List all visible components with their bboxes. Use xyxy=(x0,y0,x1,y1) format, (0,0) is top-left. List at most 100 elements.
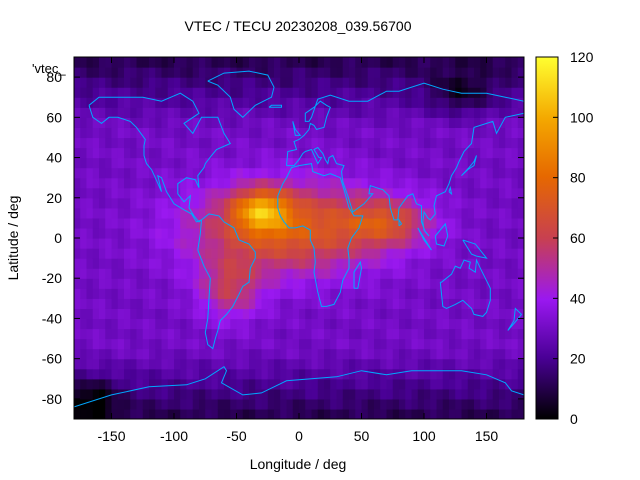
heatmap-cell xyxy=(111,77,119,88)
heatmap-cell xyxy=(342,338,350,350)
heatmap-cell xyxy=(386,318,394,330)
heatmap-cell xyxy=(442,318,450,330)
heatmap-cell xyxy=(274,248,281,259)
heatmap-cell xyxy=(361,328,369,340)
heatmap-cell xyxy=(211,318,219,330)
heatmap-cell xyxy=(349,87,356,98)
heatmap-cell xyxy=(299,368,306,380)
heatmap-cell xyxy=(117,358,125,370)
heatmap-cell xyxy=(136,278,144,289)
heatmap-cell xyxy=(274,268,281,279)
heatmap-cell xyxy=(311,278,319,289)
heatmap-cell xyxy=(486,197,494,209)
heatmap-cell xyxy=(199,77,206,88)
heatmap-cell xyxy=(92,238,100,249)
heatmap-cell xyxy=(286,408,294,419)
heatmap-cell xyxy=(161,348,169,360)
heatmap-cell xyxy=(205,217,213,229)
heatmap-cell xyxy=(392,308,400,320)
heatmap-cell xyxy=(99,157,106,169)
heatmap-cell xyxy=(461,77,469,88)
heatmap-cell xyxy=(80,157,88,169)
heatmap-cell xyxy=(511,187,519,199)
heatmap-cell xyxy=(399,278,406,289)
heatmap-cell xyxy=(367,348,375,360)
heatmap-cell xyxy=(424,318,431,330)
heatmap-cell xyxy=(161,378,169,390)
heatmap-cell xyxy=(411,147,419,159)
heatmap-cell xyxy=(417,348,425,360)
heatmap-cell xyxy=(236,318,244,330)
heatmap-cell xyxy=(361,398,369,410)
heatmap-cell xyxy=(142,318,150,330)
heatmap-cell xyxy=(492,398,500,410)
heatmap-cell xyxy=(255,238,263,249)
heatmap-cell xyxy=(455,147,463,159)
heatmap-cell xyxy=(217,328,225,340)
heatmap-cell xyxy=(311,368,319,380)
heatmap-cell xyxy=(86,338,94,350)
heatmap-cell xyxy=(411,238,419,249)
y-tick-label: 0 xyxy=(54,230,62,246)
heatmap-cell xyxy=(255,127,263,139)
heatmap-cell xyxy=(317,137,325,149)
heatmap-cell xyxy=(217,298,225,309)
heatmap-cell xyxy=(255,67,263,78)
heatmap-cell xyxy=(305,67,313,78)
heatmap-cell xyxy=(167,258,175,269)
heatmap-cell xyxy=(149,57,156,68)
heatmap-cell xyxy=(492,368,500,380)
heatmap-cell xyxy=(117,167,125,179)
heatmap-cell xyxy=(161,227,169,239)
heatmap-cell xyxy=(286,217,294,229)
heatmap-cell xyxy=(180,157,188,169)
heatmap-cell xyxy=(255,318,263,330)
heatmap-cell xyxy=(99,348,106,360)
heatmap-cell xyxy=(217,177,225,189)
x-tick-label: 50 xyxy=(354,428,370,444)
heatmap-cell xyxy=(467,157,475,169)
heatmap-cell xyxy=(499,298,506,309)
heatmap-cell xyxy=(467,268,475,279)
heatmap-cell xyxy=(149,248,156,259)
heatmap-cell xyxy=(342,167,350,179)
heatmap-cell xyxy=(80,227,88,239)
heatmap-cell xyxy=(192,177,200,189)
heatmap-cell xyxy=(136,147,144,159)
heatmap-cell xyxy=(430,378,438,390)
heatmap-cell xyxy=(230,217,238,229)
heatmap-cell xyxy=(324,187,331,199)
heatmap-cell xyxy=(324,408,331,419)
heatmap-cell xyxy=(367,97,375,108)
heatmap-cell xyxy=(92,358,100,370)
heatmap-cell xyxy=(361,288,369,299)
heatmap-cell xyxy=(349,157,356,169)
heatmap-cell xyxy=(236,107,244,118)
heatmap-cell xyxy=(124,328,131,340)
heatmap-cell xyxy=(392,67,400,78)
heatmap-cell xyxy=(399,328,406,340)
heatmap-cell xyxy=(424,187,431,199)
heatmap-cell xyxy=(474,358,481,370)
heatmap-cell xyxy=(505,358,513,370)
heatmap-cell xyxy=(149,177,156,189)
heatmap-cell xyxy=(105,107,113,118)
heatmap-cell xyxy=(117,308,125,320)
heatmap-cell xyxy=(180,77,188,88)
heatmap-cell xyxy=(330,378,338,390)
heatmap-cell xyxy=(74,137,81,149)
heatmap-cell xyxy=(217,248,225,259)
heatmap-cell xyxy=(180,318,188,330)
heatmap-cell xyxy=(230,248,238,259)
heatmap-cell xyxy=(492,167,500,179)
heatmap-cell xyxy=(186,238,194,249)
heatmap-cell xyxy=(449,408,456,419)
heatmap-cell xyxy=(499,67,506,78)
heatmap-cell xyxy=(411,398,419,410)
heatmap-cell xyxy=(342,87,350,98)
heatmap-cell xyxy=(155,207,163,219)
heatmap-cell xyxy=(274,117,281,128)
heatmap-cell xyxy=(505,217,513,229)
heatmap-cell xyxy=(111,67,119,78)
heatmap-cell xyxy=(311,308,319,320)
